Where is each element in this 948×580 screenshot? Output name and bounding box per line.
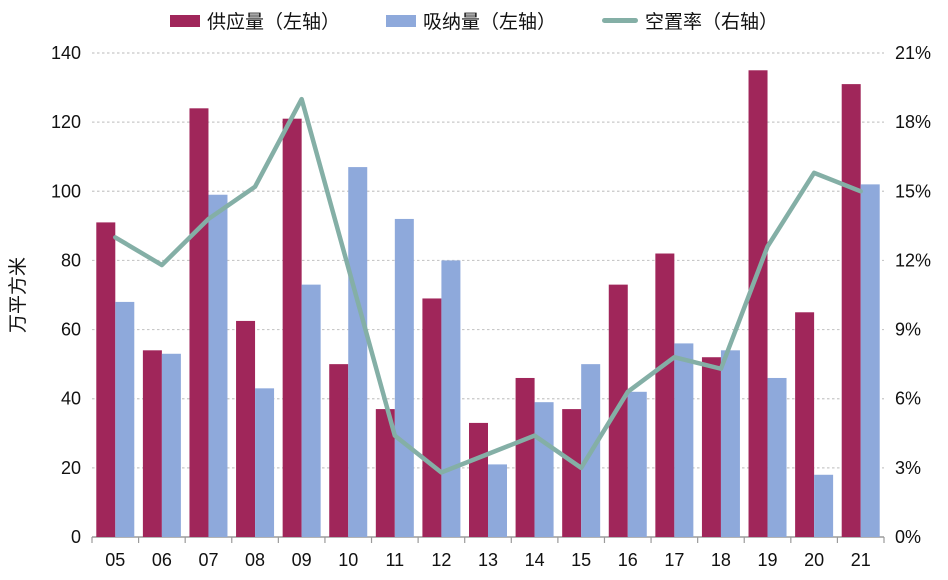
legend-label-supply: 供应量（左轴） [206, 12, 340, 33]
legend-item-vacancy: 空置率（右轴） [602, 7, 778, 34]
absorption-bar-18 [720, 350, 740, 537]
absorption-bar-19 [767, 377, 787, 537]
x-axis-category-label: 08 [245, 550, 265, 570]
supply-swatch-icon [169, 14, 200, 27]
x-axis-category-label: 10 [338, 550, 358, 570]
supply-bar-14 [515, 377, 535, 537]
right-axis-tick-label: 15% [895, 181, 931, 201]
supply-bar-10 [329, 364, 349, 537]
left-axis-tick-label: 0 [71, 527, 81, 547]
absorption-bar-07 [208, 194, 228, 537]
right-axis-tick-label: 12% [895, 250, 931, 270]
absorption-swatch-icon [385, 14, 416, 27]
supply-bar-12 [422, 298, 442, 537]
left-axis-tick-label: 140 [51, 43, 81, 63]
absorption-bar-06 [161, 353, 181, 537]
supply-bar-05 [96, 222, 116, 537]
right-axis-tick-label: 21% [895, 43, 931, 63]
chart-legend: 供应量（左轴） 吸纳量（左轴） 空置率（右轴） [0, 7, 948, 34]
supply-bar-15 [562, 409, 582, 537]
supply-bar-07 [189, 108, 209, 538]
y-axis-title: 万平方米 [7, 257, 29, 333]
right-axis-tick-label: 0% [895, 527, 921, 547]
x-axis-category-label: 12 [431, 550, 451, 570]
left-axis-tick-label: 60 [61, 320, 81, 340]
x-axis-category-label: 09 [292, 550, 312, 570]
left-axis-tick-label: 120 [51, 112, 81, 132]
supply-bar-18 [701, 357, 721, 537]
absorption-bar-13 [488, 464, 507, 537]
absorption-bar-09 [301, 284, 321, 537]
absorption-bar-08 [255, 388, 275, 537]
x-axis-category-label: 15 [571, 550, 591, 570]
absorption-bar-10 [348, 167, 368, 538]
supply-bar-21 [841, 84, 861, 537]
x-axis-category-label: 16 [618, 550, 638, 570]
supply-bar-09 [282, 118, 302, 537]
legend-item-supply: 供应量（左轴） [169, 7, 340, 34]
x-axis-category-label: 11 [385, 550, 404, 570]
absorption-bar-21 [860, 184, 880, 537]
absorption-bar-12 [441, 260, 461, 537]
absorption-bar-17 [674, 343, 694, 537]
x-axis-category-label: 05 [105, 550, 125, 570]
x-axis-category-label: 17 [664, 550, 684, 570]
right-axis-tick-label: 9% [895, 320, 921, 340]
x-axis-category-label: 20 [804, 550, 824, 570]
supply-bar-13 [469, 422, 488, 537]
legend-label-vacancy: 空置率（右轴） [645, 12, 779, 33]
left-axis-tick-label: 100 [51, 181, 81, 201]
x-axis-category-label: 19 [758, 550, 778, 570]
x-axis-category-label: 06 [152, 550, 172, 570]
supply-bar-20 [795, 312, 815, 537]
absorption-bar-14 [534, 402, 554, 537]
right-axis-tick-label: 18% [895, 112, 931, 132]
right-axis-tick-label: 3% [895, 458, 921, 478]
absorption-bar-11 [394, 218, 414, 537]
absorption-bar-20 [814, 474, 834, 537]
left-axis-tick-label: 20 [61, 458, 81, 478]
legend-label-absorption: 吸纳量（左轴） [422, 12, 556, 33]
vacancy-swatch-icon [602, 18, 638, 23]
supply-bar-17 [655, 253, 675, 537]
absorption-bar-16 [627, 391, 647, 537]
x-axis-category-label: 13 [478, 550, 498, 570]
absorption-bar-05 [115, 301, 135, 537]
supply-bar-11 [375, 409, 395, 537]
x-axis-category-label: 14 [525, 550, 545, 570]
supply-bar-19 [748, 70, 768, 538]
x-axis-category-label: 18 [711, 550, 731, 570]
x-axis-category-label: 07 [198, 550, 218, 570]
left-axis-tick-label: 80 [61, 250, 81, 270]
supply-bar-08 [236, 320, 256, 537]
right-axis-tick-label: 6% [895, 389, 921, 409]
vacancy-rate-line [113, 96, 863, 475]
x-axis-category-label: 21 [851, 550, 871, 570]
left-axis-tick-label: 40 [61, 389, 81, 409]
supply-bar-06 [142, 350, 162, 537]
legend-item-absorption: 吸纳量（左轴） [385, 7, 556, 34]
